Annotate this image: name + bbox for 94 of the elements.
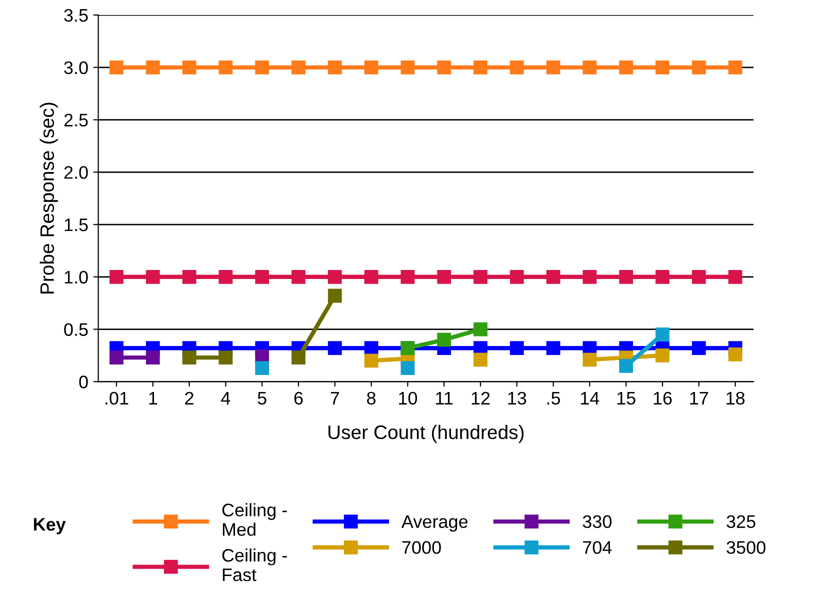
point [656, 270, 670, 284]
x-tick-label: 10 [399, 392, 418, 405]
legend-label: Ceiling - Fast [222, 548, 287, 582]
point [218, 350, 233, 364]
y-tick-label: 3.0 [64, 61, 88, 74]
point [510, 341, 524, 356]
x-tick-label: 14 [581, 392, 600, 404]
point [255, 361, 270, 375]
point [292, 350, 306, 364]
point [255, 60, 270, 74]
point [292, 60, 306, 74]
x-tick-label: 4 [221, 392, 230, 404]
x-tick-label: 2 [185, 392, 194, 404]
legend-label: Average [401, 515, 468, 532]
y-tick-label: 0.5 [64, 323, 88, 336]
x-axis-title: User Count (hundreds) [328, 424, 524, 443]
point [619, 60, 634, 74]
point [474, 270, 488, 284]
y-axis-title: Probe Response (sec) [40, 102, 58, 294]
legend-label: 325 [726, 515, 756, 528]
legend-label: 3500 [726, 541, 766, 554]
point [656, 348, 670, 362]
point [437, 270, 452, 284]
point [656, 328, 670, 342]
point [255, 270, 270, 284]
point [182, 270, 196, 284]
legend-label: Ceiling - Med [222, 503, 287, 536]
point [218, 270, 233, 284]
point [182, 60, 196, 74]
point [328, 60, 342, 74]
y-tick-label: 0 [79, 376, 88, 388]
point [182, 350, 196, 364]
y-tick-label: 2.5 [64, 114, 88, 126]
x-tick-label: 8 [367, 392, 376, 405]
point [328, 288, 342, 303]
point [692, 341, 706, 356]
point [437, 332, 452, 347]
x-tick-label: 12 [472, 392, 490, 404]
point [582, 352, 597, 367]
legend-title: Key [34, 518, 66, 534]
point [146, 270, 160, 284]
point [400, 270, 415, 284]
point [546, 270, 560, 284]
point [692, 270, 706, 284]
x-tick-label: 11 [436, 392, 453, 404]
point [364, 60, 378, 74]
point [364, 270, 378, 284]
x-tick-label: 7 [330, 392, 339, 404]
legend-label: 330 [582, 515, 612, 528]
point [437, 60, 452, 74]
point [146, 60, 160, 74]
point [110, 60, 124, 74]
legend-label: 7000 [402, 541, 441, 554]
x-tick-label: .01 [106, 392, 128, 405]
x-tick-label: 1 [149, 392, 158, 404]
point [328, 270, 342, 284]
point [582, 60, 597, 74]
point [692, 60, 706, 74]
point [728, 60, 742, 74]
x-tick-label: 16 [654, 392, 672, 405]
point [292, 270, 306, 284]
legend-label: 704 [583, 541, 612, 554]
point [110, 270, 124, 284]
point [510, 60, 524, 74]
point [400, 361, 415, 375]
point [656, 60, 670, 74]
x-tick-label: .5 [547, 392, 560, 405]
y-tick-label: 2.0 [64, 166, 88, 179]
point [474, 322, 488, 336]
y-tick-label: 1.5 [64, 218, 88, 232]
point [146, 350, 160, 364]
x-tick-label: 13 [508, 392, 526, 405]
point [619, 270, 634, 284]
x-tick-label: 18 [726, 392, 745, 405]
point [474, 60, 488, 74]
point [510, 270, 524, 284]
point [218, 60, 233, 74]
point [474, 352, 488, 367]
point [364, 354, 378, 368]
x-tick-label: 5 [258, 392, 266, 405]
point [582, 270, 597, 284]
point [728, 347, 742, 362]
point [619, 358, 634, 373]
point [400, 60, 415, 74]
point [546, 341, 560, 356]
point [328, 341, 342, 356]
point [728, 270, 742, 284]
x-tick-label: 6 [294, 392, 303, 405]
x-tick-label: 15 [617, 392, 636, 405]
y-tick-label: 1.0 [64, 270, 88, 284]
point [546, 60, 560, 74]
point [110, 350, 124, 364]
x-tick-label: 17 [690, 392, 708, 404]
y-tick-label: 3.5 [64, 8, 88, 22]
